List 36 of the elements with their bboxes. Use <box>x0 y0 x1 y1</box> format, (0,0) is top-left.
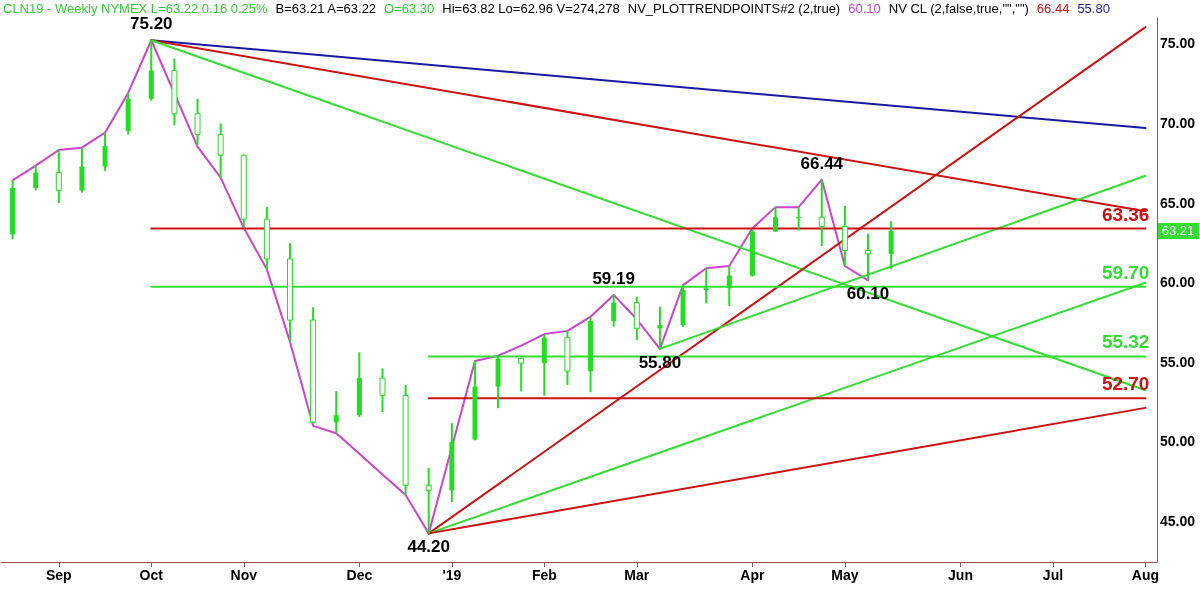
x-tick-label: Oct <box>139 567 164 583</box>
y-tick-label: 50.00 <box>1160 433 1196 450</box>
x-tick-label: Feb <box>531 567 557 583</box>
text: NV_PLOTTRENDPOINTS#2 (2,true) <box>627 1 841 16</box>
text: 55.80 <box>1077 1 1110 16</box>
annotation: 63.21 <box>1161 223 1195 239</box>
x-tick-label: May <box>831 567 859 583</box>
data-label: 44.20 <box>407 537 450 557</box>
x-tick-label: Jul <box>1042 567 1064 583</box>
x-tick-label: Aug <box>1131 567 1160 583</box>
text: 60.10 <box>848 1 881 16</box>
data-label: 59.70 <box>1101 261 1150 283</box>
data-label: 66.44 <box>800 153 844 173</box>
y-tick-label: 55.00 <box>1160 353 1196 370</box>
x-tick-label: '19 <box>442 567 462 583</box>
data-label: 59.19 <box>592 268 635 288</box>
text: Hi=63.82 Lo=62.96 V=274,278 <box>442 1 620 16</box>
x-tick-label: Nov <box>230 567 258 583</box>
text: B=63.21 A=63.22 <box>275 1 377 16</box>
x-tick-label: Dec <box>346 567 373 583</box>
x-tick-label: Jun <box>948 567 973 583</box>
y-tick-label: 45.00 <box>1160 512 1196 529</box>
data-label: 63.36 <box>1101 203 1150 225</box>
x-tick-label: Apr <box>740 567 765 583</box>
text: CLN19 - Weekly NYMEX L=63.22 0.16 0.25% <box>3 1 268 16</box>
text: O=63.30 <box>384 1 435 16</box>
x-tick-label: Sep <box>45 567 72 583</box>
text: NV CL (2,false,true,"","") <box>888 1 1029 16</box>
data-label: 55.32 <box>1101 331 1150 353</box>
x-tick-label: Mar <box>624 567 650 583</box>
y-tick-label: 70.00 <box>1160 114 1196 131</box>
y-tick-label: 75.00 <box>1160 35 1196 52</box>
y-tick-label: 65.00 <box>1160 194 1196 211</box>
text: 66.44 <box>1036 1 1070 16</box>
y-tick-label: 60.00 <box>1160 274 1196 291</box>
data-label: 75.20 <box>130 14 173 34</box>
